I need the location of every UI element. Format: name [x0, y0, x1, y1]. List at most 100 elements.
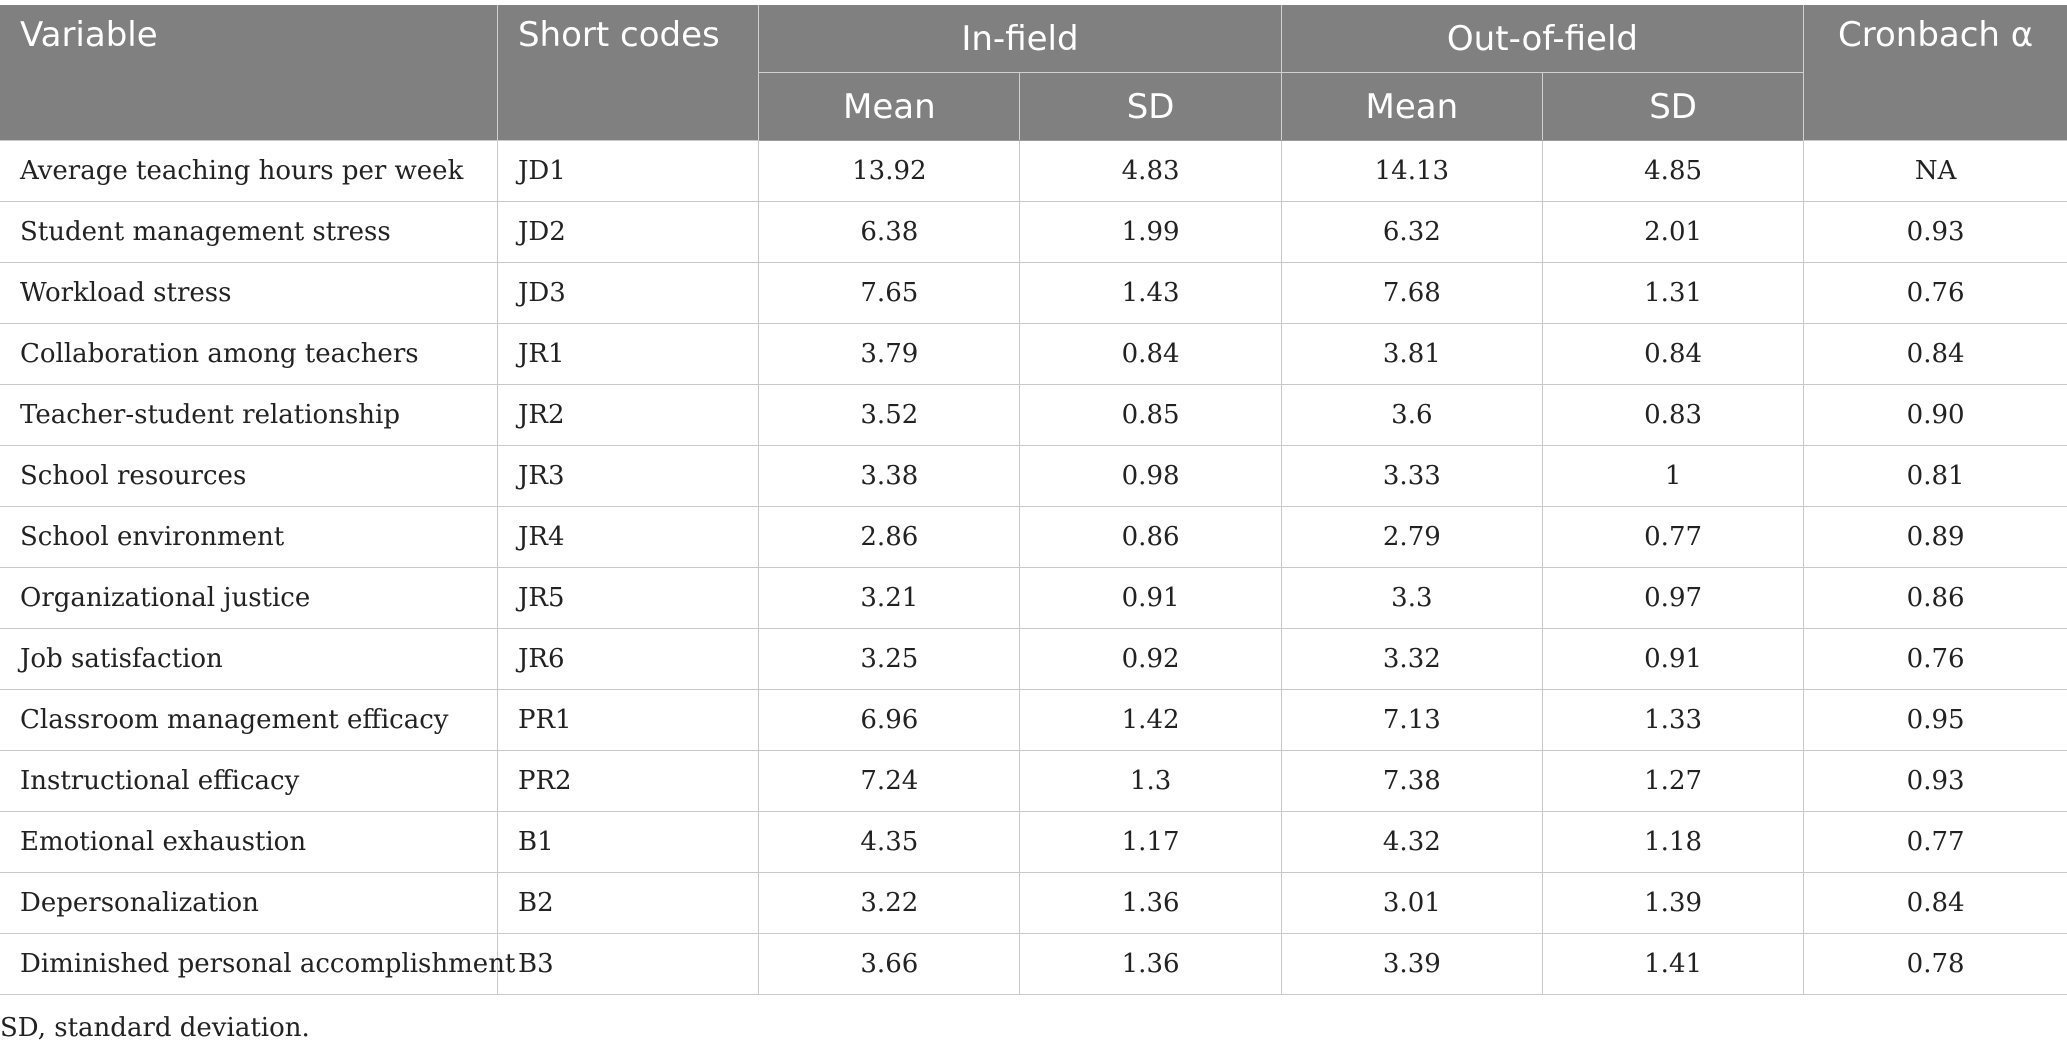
cell-short-code: B1 [496, 811, 760, 873]
cell-in-field-mean: 3.79 [758, 323, 1021, 385]
header-cronbach-alpha: Cronbach α [1803, 5, 2067, 141]
cell-short-code: B2 [496, 872, 760, 934]
cell-short-code: JR6 [496, 628, 760, 690]
table-row: Instructional efficacy PR2 7.24 1.3 7.38 1.27… [0, 750, 2067, 812]
cell-out-of-field-mean: 7.68 [1280, 262, 1543, 324]
cell-out-of-field-sd: 1.31 [1541, 262, 1805, 324]
cell-variable: School resources [0, 445, 498, 507]
cell-cronbach-alpha: 0.78 [1803, 933, 2067, 995]
cell-out-of-field-sd: 1.41 [1541, 933, 1805, 995]
table-body: Average teaching hours per week JD1 13.92 4… [0, 140, 2067, 995]
cell-in-field-sd: 0.85 [1019, 384, 1282, 446]
cell-variable: Student management stress [0, 201, 498, 263]
cell-out-of-field-mean: 3.39 [1280, 933, 1543, 995]
cell-short-code: JR1 [496, 323, 760, 385]
cell-variable: Job satisfaction [0, 628, 498, 690]
cell-short-code: JR4 [496, 506, 760, 568]
cell-out-of-field-sd: 0.84 [1541, 323, 1805, 385]
cell-in-field-mean: 13.92 [758, 140, 1021, 202]
cell-out-of-field-mean: 2.79 [1280, 506, 1543, 568]
cell-in-field-sd: 1.36 [1019, 872, 1282, 934]
header-variable: Variable [0, 5, 498, 141]
cell-variable: Classroom management efficacy [0, 689, 498, 751]
cell-in-field-mean: 3.21 [758, 567, 1021, 629]
table-row: Teacher-student relationship JR2 3.52 0.85 3… [0, 384, 2067, 446]
cell-out-of-field-sd: 0.83 [1541, 384, 1805, 446]
table-row: Collaboration among teachers JR1 3.79 0.84 3… [0, 323, 2067, 385]
cell-out-of-field-sd: 0.91 [1541, 628, 1805, 690]
cell-out-of-field-sd: 2.01 [1541, 201, 1805, 263]
cell-out-of-field-mean: 7.38 [1280, 750, 1543, 812]
cell-cronbach-alpha: 0.95 [1803, 689, 2067, 751]
cell-in-field-sd: 0.92 [1019, 628, 1282, 690]
cell-cronbach-alpha: 0.93 [1803, 750, 2067, 812]
cell-out-of-field-mean: 4.32 [1280, 811, 1543, 873]
cell-in-field-sd: 0.98 [1019, 445, 1282, 507]
table-header: Variable Short codes In-field Out-of-fie… [0, 5, 2067, 141]
cell-short-code: JR3 [496, 445, 760, 507]
cell-out-of-field-mean: 14.13 [1280, 140, 1543, 202]
cell-variable: School environment [0, 506, 498, 568]
cell-out-of-field-sd: 1.39 [1541, 872, 1805, 934]
header-out-of-field: Out-of-field [1280, 5, 1805, 73]
header-in-field-mean: Mean [758, 72, 1021, 141]
cell-in-field-sd: 0.86 [1019, 506, 1282, 568]
cell-in-field-mean: 7.65 [758, 262, 1021, 324]
table-row: Diminished personal accomplishment B3 3.66… [0, 933, 2067, 995]
cell-in-field-mean: 3.25 [758, 628, 1021, 690]
cell-out-of-field-mean: 3.6 [1280, 384, 1543, 446]
table-row: Workload stress JD3 7.65 1.43 7.68 1.31 0.76 [0, 262, 2067, 324]
table-row: Depersonalization B2 3.22 1.36 3.01 1.39 0.84 [0, 872, 2067, 934]
cell-out-of-field-mean: 6.32 [1280, 201, 1543, 263]
header-out-of-field-sd: SD [1541, 72, 1805, 141]
header-short-codes: Short codes [496, 5, 760, 141]
cell-cronbach-alpha: 0.77 [1803, 811, 2067, 873]
cell-in-field-mean: 4.35 [758, 811, 1021, 873]
table-row: Classroom management efficacy PR1 6.96 1.42… [0, 689, 2067, 751]
table-footnote: SD, standard deviation. [0, 1013, 310, 1043]
cell-in-field-sd: 0.84 [1019, 323, 1282, 385]
cell-variable: Depersonalization [0, 872, 498, 934]
cell-variable: Teacher-student relationship [0, 384, 498, 446]
cell-in-field-mean: 3.38 [758, 445, 1021, 507]
cell-in-field-mean: 7.24 [758, 750, 1021, 812]
cell-in-field-sd: 4.83 [1019, 140, 1282, 202]
cell-short-code: JD2 [496, 201, 760, 263]
header-in-field-sd: SD [1019, 72, 1282, 141]
cell-cronbach-alpha: 0.84 [1803, 323, 2067, 385]
cell-variable: Workload stress [0, 262, 498, 324]
cell-variable: Diminished personal accomplishment [0, 933, 515, 995]
cell-in-field-mean: 3.52 [758, 384, 1021, 446]
cell-out-of-field-sd: 1 [1541, 445, 1805, 507]
cell-short-code: PR2 [496, 750, 760, 812]
header-in-field: In-field [758, 5, 1282, 73]
cell-in-field-sd: 0.91 [1019, 567, 1282, 629]
cell-cronbach-alpha: 0.89 [1803, 506, 2067, 568]
cell-short-code: JR2 [496, 384, 760, 446]
cell-cronbach-alpha: NA [1803, 140, 2067, 202]
cell-short-code: JD1 [496, 140, 760, 202]
cell-out-of-field-sd: 0.77 [1541, 506, 1805, 568]
header-row-sub: Mean SD Mean SD [0, 72, 2067, 141]
cell-out-of-field-sd: 0.97 [1541, 567, 1805, 629]
table-row: School resources JR3 3.38 0.98 3.33 1 0.81 [0, 445, 2067, 507]
cell-in-field-sd: 1.42 [1019, 689, 1282, 751]
cell-out-of-field-sd: 4.85 [1541, 140, 1805, 202]
cell-cronbach-alpha: 0.93 [1803, 201, 2067, 263]
table-row: Job satisfaction JR6 3.25 0.92 3.32 0.91 0.76 [0, 628, 2067, 690]
cell-in-field-mean: 2.86 [758, 506, 1021, 568]
cell-in-field-sd: 1.43 [1019, 262, 1282, 324]
cell-out-of-field-sd: 1.18 [1541, 811, 1805, 873]
cell-in-field-sd: 1.36 [1019, 933, 1282, 995]
descriptive-statistics-table: Variable Short codes In-field Out-of-fie… [0, 5, 2067, 995]
cell-in-field-mean: 6.96 [758, 689, 1021, 751]
header-out-of-field-mean: Mean [1280, 72, 1543, 141]
cell-cronbach-alpha: 0.86 [1803, 567, 2067, 629]
cell-short-code: B3 [496, 933, 760, 995]
cell-out-of-field-mean: 7.13 [1280, 689, 1543, 751]
cell-in-field-mean: 3.66 [758, 933, 1021, 995]
table-row: Average teaching hours per week JD1 13.92 4… [0, 140, 2067, 202]
cell-out-of-field-mean: 3.3 [1280, 567, 1543, 629]
table-row: Emotional exhaustion B1 4.35 1.17 4.32 1.18 0.… [0, 811, 2067, 873]
cell-short-code: JR5 [496, 567, 760, 629]
